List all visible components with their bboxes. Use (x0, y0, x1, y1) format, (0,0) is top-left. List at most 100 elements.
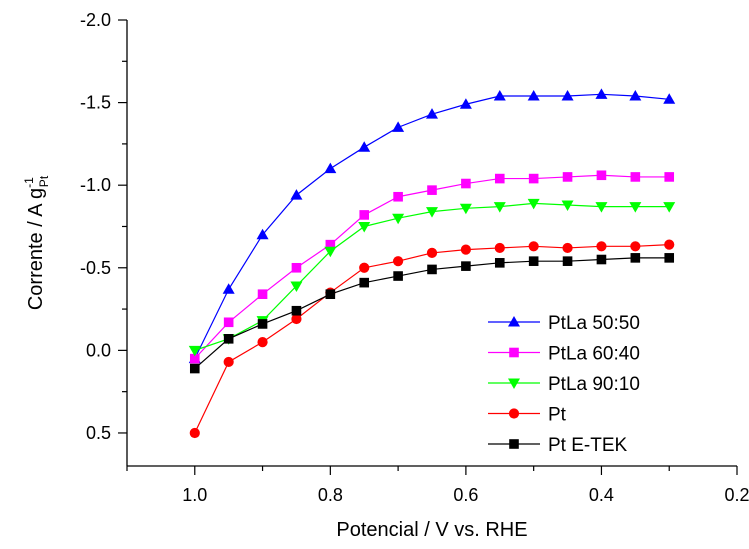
data-point (630, 241, 641, 252)
y-axis-title-main: Corrente / A g (25, 188, 47, 310)
data-point (596, 241, 607, 252)
data-point (427, 264, 437, 275)
x-tick-label: 0.6 (453, 485, 478, 505)
series-ptla-90-10 (188, 198, 676, 357)
y-tick-label: -1.0 (80, 175, 111, 195)
data-point (509, 347, 519, 358)
data-point (596, 170, 607, 181)
data-point (189, 427, 200, 439)
data-point (393, 191, 403, 202)
data-point (562, 172, 573, 182)
data-point (358, 221, 371, 233)
data-point (664, 239, 675, 250)
data-point (290, 281, 303, 292)
data-point (459, 98, 472, 109)
x-tick-label: 0.2 (724, 485, 749, 505)
data-point (460, 244, 471, 255)
y-axis-title: Corrente / A g-1Pt (22, 175, 51, 310)
x-axis-title: Potencial / V vs. RHE (336, 519, 527, 541)
legend-label: Pt (548, 405, 567, 426)
data-point (223, 317, 234, 328)
data-point (664, 253, 675, 263)
data-point (459, 203, 472, 215)
series-pt-e-tek (189, 253, 675, 374)
y-axis-title-subscript: Pt (37, 175, 51, 187)
legend-label: PtLa 50:50 (548, 313, 640, 334)
legend-item: Pt (488, 405, 567, 426)
data-point (493, 202, 506, 213)
data-point (188, 345, 201, 357)
data-point (426, 247, 438, 259)
x-tick-label: 0.8 (318, 485, 343, 505)
legend-item: PtLa 90:10 (488, 374, 640, 395)
legend-item: Pt E-TEK (488, 435, 628, 456)
data-point (595, 202, 608, 213)
data-point (257, 319, 268, 329)
data-point (426, 108, 438, 119)
data-point (461, 261, 471, 271)
data-point (528, 256, 539, 266)
data-point (528, 241, 539, 252)
data-point (508, 408, 520, 419)
y-tick-label: -0.5 (80, 258, 111, 278)
data-point (324, 162, 337, 174)
data-point (256, 228, 269, 240)
data-point (509, 439, 519, 449)
data-point (494, 173, 505, 184)
legend-label: PtLa 90:10 (548, 374, 640, 395)
y-tick-label: 0.0 (86, 340, 111, 360)
legend-label: PtLa 60:40 (548, 344, 640, 365)
data-point (291, 305, 302, 316)
axes: -2.0 -1.5 -1.0 -0.5 0.0 0.5 1.0 0.8 0.6 0.4 0.2 (80, 10, 749, 505)
data-point (494, 258, 505, 268)
data-point (257, 337, 268, 348)
data-point (561, 89, 574, 101)
data-point (527, 89, 540, 101)
data-point (596, 254, 607, 265)
data-point (393, 256, 404, 267)
data-point (663, 202, 676, 213)
legend: PtLa 50:50 PtLa 60:40 PtLa 90:10 Pt Pt E-TEK (488, 313, 640, 456)
data-point (359, 277, 370, 288)
data-point (562, 256, 573, 266)
data-point (630, 253, 641, 263)
data-point (392, 121, 405, 132)
data-point (189, 353, 200, 364)
y-tick-label: -2.0 (80, 10, 111, 30)
data-point (291, 262, 302, 273)
data-point (426, 207, 438, 218)
data-point (508, 378, 520, 389)
data-point (359, 262, 370, 273)
data-point (629, 89, 642, 101)
data-point (223, 356, 234, 368)
legend-item: PtLa 50:50 (488, 313, 640, 334)
data-point (325, 289, 336, 300)
data-point (393, 271, 403, 281)
data-point (664, 172, 675, 182)
data-point (189, 363, 200, 374)
y-tick-label: 0.5 (86, 423, 111, 443)
legend-item: PtLa 60:40 (488, 344, 640, 365)
data-point (493, 89, 506, 101)
data-point (291, 313, 302, 325)
data-point (359, 210, 370, 220)
data-point (324, 246, 337, 258)
data-point (527, 198, 540, 210)
data-point (629, 202, 642, 213)
data-point (663, 93, 676, 104)
data-point (427, 185, 437, 195)
y-tick-label: -1.5 (80, 93, 111, 113)
x-tick-label: 1.0 (182, 485, 207, 505)
series-ptla-60-40 (189, 170, 675, 364)
data-point (562, 242, 573, 254)
data-point (290, 189, 303, 200)
data-point (392, 213, 405, 225)
data-point (358, 141, 371, 152)
series-ptla-50-50 (188, 88, 676, 364)
series-layer (188, 88, 676, 439)
data-point (223, 334, 234, 344)
data-point (494, 242, 505, 254)
data-point (222, 283, 235, 294)
data-point (528, 173, 539, 184)
